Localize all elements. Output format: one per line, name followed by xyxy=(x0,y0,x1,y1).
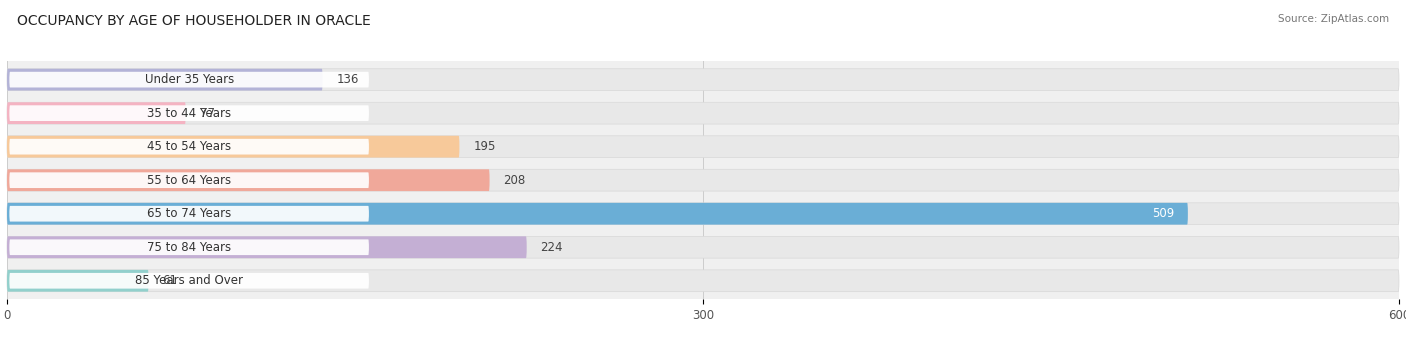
FancyBboxPatch shape xyxy=(7,270,149,292)
Text: Under 35 Years: Under 35 Years xyxy=(145,73,233,86)
FancyBboxPatch shape xyxy=(7,102,1399,124)
FancyBboxPatch shape xyxy=(7,169,1399,191)
FancyBboxPatch shape xyxy=(10,273,368,289)
Text: 45 to 54 Years: 45 to 54 Years xyxy=(148,140,231,153)
FancyBboxPatch shape xyxy=(10,72,368,87)
FancyBboxPatch shape xyxy=(10,206,368,222)
FancyBboxPatch shape xyxy=(7,136,1399,157)
Text: 85 Years and Over: 85 Years and Over xyxy=(135,274,243,287)
FancyBboxPatch shape xyxy=(10,139,368,154)
Text: 35 to 44 Years: 35 to 44 Years xyxy=(148,107,231,120)
FancyBboxPatch shape xyxy=(7,236,1399,258)
Text: 65 to 74 Years: 65 to 74 Years xyxy=(148,207,231,220)
Text: 77: 77 xyxy=(200,107,215,120)
Text: 208: 208 xyxy=(503,174,526,187)
FancyBboxPatch shape xyxy=(7,102,186,124)
FancyBboxPatch shape xyxy=(10,105,368,121)
FancyBboxPatch shape xyxy=(7,236,527,258)
Text: 75 to 84 Years: 75 to 84 Years xyxy=(148,241,231,254)
FancyBboxPatch shape xyxy=(10,239,368,255)
Text: 136: 136 xyxy=(336,73,359,86)
Text: 55 to 64 Years: 55 to 64 Years xyxy=(148,174,231,187)
FancyBboxPatch shape xyxy=(7,203,1188,225)
Text: 224: 224 xyxy=(540,241,564,254)
FancyBboxPatch shape xyxy=(10,172,368,188)
FancyBboxPatch shape xyxy=(7,69,1399,90)
FancyBboxPatch shape xyxy=(7,69,322,90)
Text: Source: ZipAtlas.com: Source: ZipAtlas.com xyxy=(1278,14,1389,23)
Text: 195: 195 xyxy=(474,140,496,153)
FancyBboxPatch shape xyxy=(7,203,1399,225)
FancyBboxPatch shape xyxy=(7,169,489,191)
Text: OCCUPANCY BY AGE OF HOUSEHOLDER IN ORACLE: OCCUPANCY BY AGE OF HOUSEHOLDER IN ORACL… xyxy=(17,14,371,28)
FancyBboxPatch shape xyxy=(7,136,460,157)
FancyBboxPatch shape xyxy=(7,270,1399,292)
Text: 61: 61 xyxy=(163,274,177,287)
Text: 509: 509 xyxy=(1152,207,1174,220)
